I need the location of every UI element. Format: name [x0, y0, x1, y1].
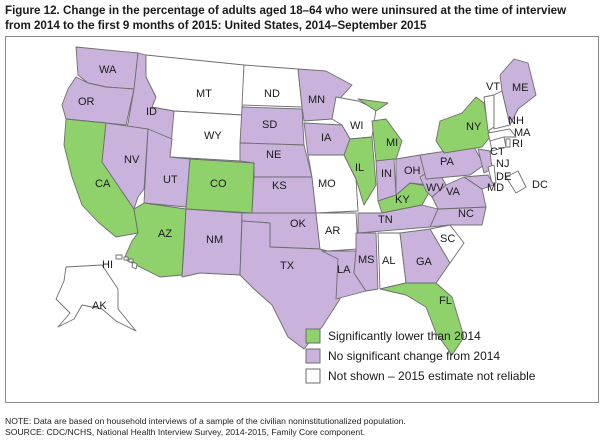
state-label-id: ID	[146, 106, 157, 118]
states-layer	[55, 46, 537, 356]
state-label-ms: MS	[358, 254, 375, 266]
state-label-va: VA	[446, 186, 461, 198]
state-label-tn: TN	[378, 214, 393, 226]
state-label-me: ME	[512, 82, 529, 94]
state-ct	[489, 136, 507, 152]
state-sc	[429, 224, 465, 264]
state-oh	[395, 154, 429, 196]
legend-swatch-not-shown	[305, 368, 321, 384]
state-label-hi: HI	[102, 259, 113, 271]
figure-title: Figure 12. Change in the percentage of a…	[5, 4, 567, 32]
state-label-ri: RI	[512, 138, 523, 150]
state-ak	[55, 264, 137, 332]
state-mi	[357, 98, 403, 162]
state-label-wi: WI	[350, 120, 363, 132]
legend: Significantly lower than 2014 No signific…	[305, 328, 536, 384]
state-or	[61, 76, 135, 126]
state-label-co: CO	[210, 178, 227, 190]
state-ar	[315, 212, 359, 252]
legend-label-not-shown: Not shown – 2015 estimate not reliable	[328, 369, 536, 383]
state-label-il: IL	[355, 162, 364, 174]
state-label-wa: WA	[99, 64, 117, 76]
state-label-or: OR	[78, 96, 95, 108]
state-label-al: AL	[382, 255, 395, 267]
state-fl	[379, 282, 465, 356]
state-de	[487, 164, 497, 184]
state-label-wy: WY	[204, 130, 222, 142]
legend-label-no-change: No significant change from 2014	[328, 349, 500, 363]
state-label-vt: VT	[486, 81, 500, 93]
state-label-ne: NE	[266, 149, 281, 161]
state-label-fl: FL	[439, 295, 452, 307]
state-label-nm: NM	[206, 234, 223, 246]
footnotes: NOTE: Data are based on household interv…	[5, 416, 599, 438]
state-label-ky: KY	[395, 194, 410, 206]
legend-label-lower: Significantly lower than 2014	[328, 329, 481, 343]
state-label-md: MD	[487, 182, 504, 194]
state-label-ga: GA	[416, 256, 433, 268]
state-label-de: DE	[496, 171, 511, 183]
legend-swatch-lower	[305, 328, 321, 344]
state-label-ct: CT	[490, 146, 505, 158]
us-map: WA OR CA ID NV MT WY UT CO AZ NM ND SD NE KS OK TX MN IA MO…	[55, 46, 548, 384]
state-label-nj: NJ	[496, 158, 509, 170]
source-text: SOURCE: CDC/NCHS, National Health Interv…	[5, 427, 365, 437]
state-label-ak: AK	[92, 300, 107, 312]
state-dc	[505, 170, 527, 194]
state-label-mn: MN	[308, 94, 325, 106]
state-mt	[145, 54, 245, 116]
state-label-mo: MO	[318, 178, 336, 190]
state-label-nd: ND	[264, 88, 280, 100]
state-md	[463, 174, 495, 190]
state-label-ok: OK	[290, 218, 307, 230]
state-il	[343, 136, 377, 206]
state-nd	[241, 64, 303, 108]
state-label-az: AZ	[158, 228, 172, 240]
state-label-ar: AR	[325, 225, 340, 237]
legend-swatch-no-change	[305, 348, 321, 364]
state-nc	[429, 206, 487, 228]
state-label-pa: PA	[440, 156, 455, 168]
state-label-nv: NV	[124, 154, 140, 166]
state-label-mi: MI	[386, 137, 398, 149]
state-label-ny: NY	[466, 121, 482, 133]
state-ri	[505, 138, 511, 148]
state-me	[499, 58, 537, 126]
state-label-sd: SD	[262, 119, 277, 131]
state-ny	[435, 96, 491, 154]
map-panel: WA OR CA ID NV MT WY UT CO AZ NM ND SD NE KS OK TX MN IA MO…	[5, 36, 599, 403]
state-labels: WA OR CA ID NV MT WY UT CO AZ NM ND SD NE KS OK TX MN IA MO…	[78, 64, 548, 312]
state-hi	[115, 254, 138, 270]
state-label-ia: IA	[321, 132, 332, 144]
state-label-tx: TX	[280, 260, 295, 272]
state-label-oh: OH	[404, 165, 421, 177]
state-label-ma: MA	[514, 127, 531, 139]
state-in	[375, 158, 397, 202]
state-label-ca: CA	[95, 178, 111, 190]
state-tx	[239, 220, 341, 350]
state-ms	[353, 232, 379, 292]
state-label-sc: SC	[440, 233, 455, 245]
state-ma	[487, 128, 517, 142]
state-label-ks: KS	[272, 180, 287, 192]
state-label-nc: NC	[458, 208, 474, 220]
state-label-mt: MT	[196, 88, 212, 100]
state-label-wv: WV	[426, 182, 444, 194]
state-label-nh: NH	[508, 115, 524, 127]
note-text: NOTE: Data are based on household interv…	[5, 416, 406, 426]
state-label-la: LA	[337, 264, 351, 276]
state-label-in: IN	[381, 168, 392, 180]
state-label-ut: UT	[163, 174, 178, 186]
state-label-dc: DC	[532, 179, 548, 191]
